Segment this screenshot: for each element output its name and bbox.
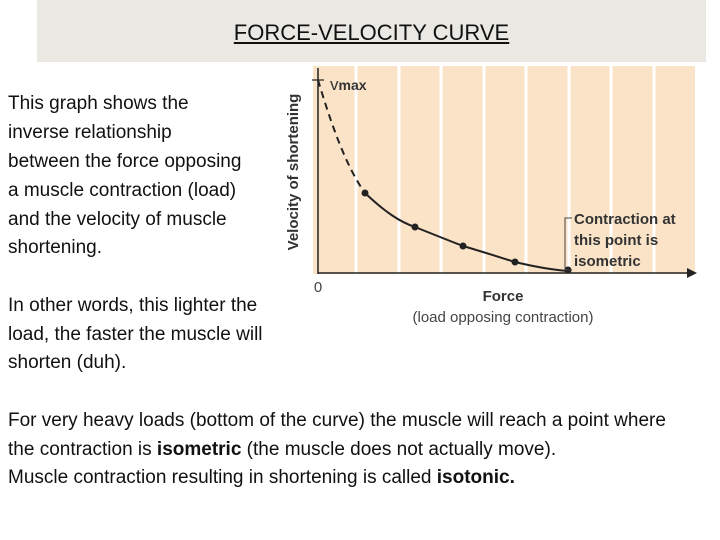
annotation: this point is (574, 232, 658, 249)
text: (the muscle does not actually move). (241, 439, 557, 460)
x-axis-sublabel: (load opposing contraction) (413, 309, 594, 326)
text: the contraction is (8, 439, 157, 460)
title: FORCE-VELOCITY CURVE (233, 20, 510, 45)
x-axis-label: Force (483, 288, 524, 305)
vmax-v: v (330, 75, 339, 94)
vmax-label: vmax (330, 75, 367, 94)
note-line: the contraction is isometric (the muscle… (8, 440, 556, 459)
origin-label: 0 (314, 279, 322, 296)
intro-line: between the force opposing (8, 151, 242, 172)
aside-line: load, the faster the muscle will (8, 324, 263, 345)
intro-line: a muscle contraction (load) (8, 180, 237, 201)
y-axis-label: Velocity of shortening (285, 94, 302, 251)
aside-line: In other words, this lighter the (8, 295, 258, 316)
intro-line: inverse relationship (8, 122, 172, 143)
bold-term: isometric (156, 439, 242, 460)
annotation: isometric (574, 253, 641, 270)
title-band (37, 0, 706, 62)
intro-line: and the velocity of muscle (8, 209, 227, 230)
vmax-sub: max (339, 77, 367, 93)
annotation: Contraction at (574, 211, 676, 228)
text: Muscle contraction resulting in shorteni… (8, 467, 437, 488)
note-line: For very heavy loads (bottom of the curv… (8, 410, 666, 431)
intro-line: shortening. (8, 237, 103, 258)
bold-term: isotonic. (436, 467, 515, 488)
note-line: Muscle contraction resulting in shorteni… (8, 468, 515, 487)
intro-line: This graph shows the (8, 93, 189, 114)
aside-line: shorten (duh). (8, 352, 127, 373)
